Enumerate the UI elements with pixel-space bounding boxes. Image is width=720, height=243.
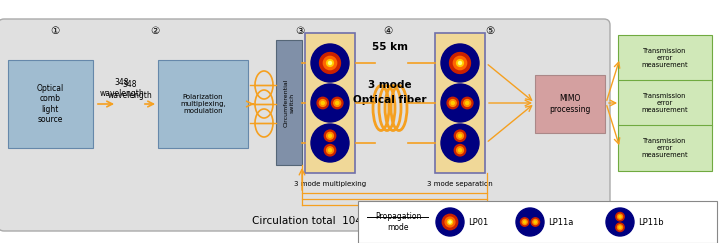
Circle shape	[441, 44, 479, 82]
Circle shape	[311, 44, 349, 82]
Text: Transmission
error
measurement: Transmission error measurement	[642, 48, 688, 68]
Text: LP01: LP01	[468, 217, 488, 226]
FancyBboxPatch shape	[535, 75, 605, 133]
Circle shape	[317, 97, 328, 109]
Circle shape	[619, 216, 621, 218]
Circle shape	[616, 223, 624, 232]
Circle shape	[462, 97, 473, 109]
Circle shape	[441, 84, 479, 122]
Text: MIMO
processing: MIMO processing	[549, 94, 590, 114]
Circle shape	[311, 84, 349, 122]
Circle shape	[445, 217, 455, 227]
Text: 3 mode: 3 mode	[368, 80, 412, 90]
Text: ④: ④	[383, 26, 392, 36]
Circle shape	[618, 214, 623, 219]
Circle shape	[522, 219, 527, 225]
Circle shape	[321, 102, 324, 104]
FancyBboxPatch shape	[158, 60, 248, 148]
Circle shape	[456, 147, 464, 154]
Circle shape	[327, 132, 333, 139]
Circle shape	[531, 218, 539, 226]
Circle shape	[534, 221, 536, 223]
FancyBboxPatch shape	[618, 125, 712, 171]
Text: Polarization
multiplexing,
modulation: Polarization multiplexing, modulation	[180, 94, 226, 114]
Circle shape	[328, 61, 331, 65]
Text: Propagation
mode: Propagation mode	[375, 212, 421, 232]
Text: Transmission
error
measurement: Transmission error measurement	[642, 93, 688, 113]
Circle shape	[618, 225, 623, 230]
Text: 3 mode multiplexing: 3 mode multiplexing	[294, 181, 366, 187]
Text: 348
wavelength: 348 wavelength	[107, 80, 153, 100]
Text: Optical fiber: Optical fiber	[354, 95, 427, 105]
Circle shape	[454, 145, 466, 156]
Circle shape	[320, 100, 326, 106]
FancyBboxPatch shape	[618, 35, 712, 81]
Text: Transmission
error
measurement: Transmission error measurement	[642, 138, 688, 158]
Circle shape	[448, 219, 452, 225]
Circle shape	[449, 52, 470, 73]
Circle shape	[323, 56, 337, 70]
Circle shape	[523, 221, 526, 223]
Text: Circumferential
switch: Circumferential switch	[284, 79, 294, 127]
Circle shape	[449, 100, 456, 106]
Circle shape	[456, 132, 464, 139]
Text: Circulation total  1045 km: Circulation total 1045 km	[252, 216, 388, 226]
Text: ①: ①	[50, 26, 60, 36]
Circle shape	[442, 214, 458, 230]
Circle shape	[533, 219, 538, 225]
Circle shape	[436, 208, 464, 236]
Text: LP11a: LP11a	[548, 217, 573, 226]
Circle shape	[328, 134, 331, 137]
Circle shape	[441, 124, 479, 162]
Circle shape	[320, 52, 341, 73]
FancyBboxPatch shape	[305, 33, 355, 173]
Circle shape	[466, 102, 469, 104]
Text: 348
wavelength: 348 wavelength	[99, 78, 145, 98]
Circle shape	[331, 97, 343, 109]
FancyBboxPatch shape	[0, 19, 610, 231]
FancyBboxPatch shape	[435, 33, 485, 173]
Circle shape	[616, 212, 624, 221]
Circle shape	[449, 221, 451, 223]
Circle shape	[454, 56, 467, 70]
FancyBboxPatch shape	[276, 40, 302, 165]
Text: ⑤: ⑤	[485, 26, 495, 36]
Circle shape	[456, 60, 464, 66]
Circle shape	[311, 124, 349, 162]
FancyBboxPatch shape	[618, 80, 712, 126]
Circle shape	[451, 102, 454, 104]
FancyBboxPatch shape	[8, 60, 93, 148]
Circle shape	[447, 97, 459, 109]
Circle shape	[324, 145, 336, 156]
Circle shape	[516, 208, 544, 236]
Text: Optical
comb
light
source: Optical comb light source	[37, 84, 63, 124]
Circle shape	[324, 130, 336, 141]
Circle shape	[619, 226, 621, 228]
Circle shape	[454, 130, 466, 141]
Circle shape	[459, 134, 462, 137]
Circle shape	[327, 60, 333, 66]
Text: ②: ②	[150, 26, 160, 36]
Text: ③: ③	[295, 26, 305, 36]
Circle shape	[336, 102, 338, 104]
FancyBboxPatch shape	[358, 201, 717, 243]
Circle shape	[459, 61, 462, 65]
Circle shape	[334, 100, 341, 106]
Text: 55 km: 55 km	[372, 42, 408, 52]
Circle shape	[328, 149, 331, 152]
Text: 3 mode separation: 3 mode separation	[427, 181, 493, 187]
Circle shape	[606, 208, 634, 236]
Circle shape	[464, 100, 471, 106]
Circle shape	[327, 147, 333, 154]
Circle shape	[521, 218, 529, 226]
Circle shape	[459, 149, 462, 152]
Text: LP11b: LP11b	[638, 217, 664, 226]
